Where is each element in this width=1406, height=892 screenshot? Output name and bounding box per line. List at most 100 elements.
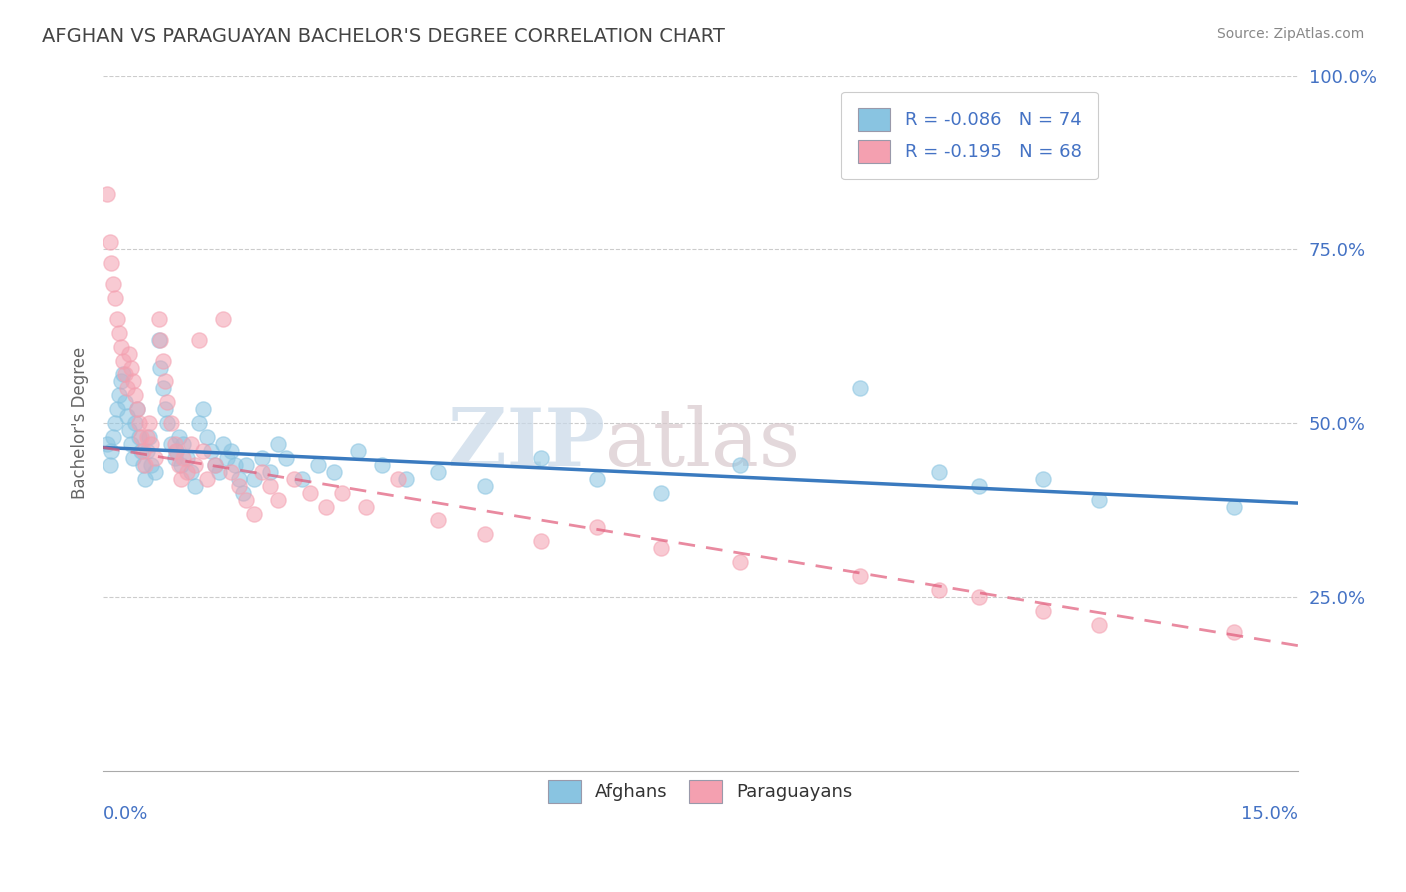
Point	[1087, 617, 1109, 632]
Point	[586, 520, 609, 534]
Point	[211, 437, 233, 451]
Point	[143, 465, 166, 479]
Point	[243, 472, 266, 486]
Point	[115, 381, 138, 395]
Point	[315, 500, 337, 514]
Point	[276, 450, 298, 465]
Point	[122, 450, 145, 465]
Point	[530, 534, 553, 549]
Legend: Afghans, Paraguayans: Afghans, Paraguayans	[541, 772, 860, 811]
Point	[96, 437, 118, 451]
Point	[132, 444, 155, 458]
Point	[143, 450, 166, 465]
Point	[1032, 604, 1054, 618]
Point	[195, 472, 218, 486]
Point	[231, 485, 253, 500]
Point	[172, 450, 194, 465]
Point	[207, 465, 229, 479]
Point	[125, 402, 148, 417]
Point	[139, 458, 162, 472]
Point	[235, 492, 257, 507]
Point	[96, 186, 118, 201]
Point	[117, 423, 139, 437]
Point	[928, 465, 950, 479]
Point	[128, 430, 150, 444]
Point	[474, 479, 496, 493]
Point	[138, 416, 160, 430]
Point	[170, 472, 193, 486]
Point	[252, 465, 274, 479]
Point	[172, 437, 194, 451]
Point	[195, 430, 218, 444]
Point	[100, 256, 122, 270]
Point	[156, 395, 179, 409]
Point	[307, 458, 329, 472]
Text: 15.0%: 15.0%	[1241, 805, 1298, 823]
Point	[110, 375, 132, 389]
Point	[139, 437, 162, 451]
Point	[291, 472, 314, 486]
Point	[1223, 624, 1246, 639]
Point	[730, 555, 752, 569]
Point	[180, 465, 202, 479]
Point	[165, 444, 187, 458]
Text: Source: ZipAtlas.com: Source: ZipAtlas.com	[1216, 27, 1364, 41]
Point	[530, 450, 553, 465]
Point	[187, 416, 209, 430]
Point	[110, 340, 132, 354]
Point	[283, 472, 305, 486]
Point	[159, 437, 181, 451]
Point	[211, 311, 233, 326]
Point	[323, 465, 346, 479]
Text: AFGHAN VS PARAGUAYAN BACHELOR'S DEGREE CORRELATION CHART: AFGHAN VS PARAGUAYAN BACHELOR'S DEGREE C…	[42, 27, 725, 45]
Point	[1087, 492, 1109, 507]
Point	[108, 326, 131, 340]
Point	[108, 388, 131, 402]
Point	[228, 472, 250, 486]
Point	[112, 353, 135, 368]
Point	[104, 416, 127, 430]
Point	[134, 472, 156, 486]
Point	[967, 479, 990, 493]
Point	[149, 360, 172, 375]
Point	[163, 450, 186, 465]
Point	[395, 472, 418, 486]
Point	[235, 458, 257, 472]
Point	[148, 311, 170, 326]
Point	[114, 368, 136, 382]
Point	[163, 437, 186, 451]
Point	[299, 485, 322, 500]
Point	[849, 381, 872, 395]
Point	[1032, 472, 1054, 486]
Point	[426, 513, 449, 527]
Point	[134, 458, 156, 472]
Point	[155, 402, 177, 417]
Point	[243, 507, 266, 521]
Point	[204, 458, 226, 472]
Point	[650, 541, 672, 556]
Point	[131, 430, 153, 444]
Point	[371, 458, 394, 472]
Point	[347, 444, 370, 458]
Point	[586, 472, 609, 486]
Point	[849, 569, 872, 583]
Point	[387, 472, 409, 486]
Point	[354, 500, 377, 514]
Point	[176, 465, 198, 479]
Point	[100, 444, 122, 458]
Point	[136, 444, 159, 458]
Point	[120, 437, 142, 451]
Point	[125, 402, 148, 417]
Point	[104, 291, 127, 305]
Point	[170, 458, 193, 472]
Point	[117, 346, 139, 360]
Point	[180, 437, 202, 451]
Point	[928, 582, 950, 597]
Point	[101, 430, 124, 444]
Point	[215, 450, 238, 465]
Point	[114, 395, 136, 409]
Point	[967, 590, 990, 604]
Point	[138, 430, 160, 444]
Point	[131, 444, 153, 458]
Point	[224, 458, 246, 472]
